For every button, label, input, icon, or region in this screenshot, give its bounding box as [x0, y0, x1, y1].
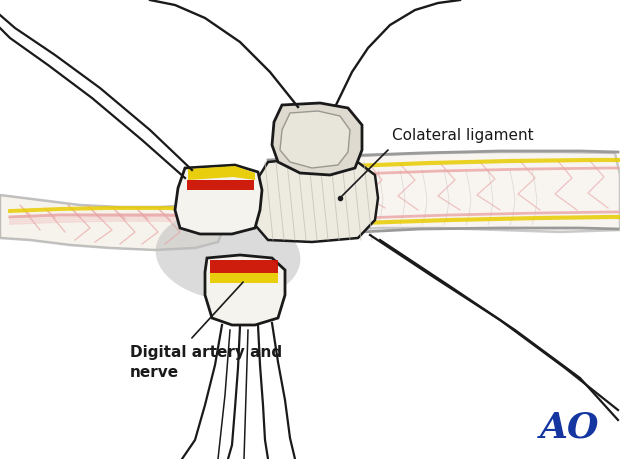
Polygon shape	[205, 255, 285, 325]
Text: Digital artery and
nerve: Digital artery and nerve	[130, 345, 282, 380]
Polygon shape	[175, 165, 262, 234]
Polygon shape	[0, 195, 225, 250]
Polygon shape	[187, 180, 254, 190]
Polygon shape	[210, 260, 278, 273]
Text: AO: AO	[540, 411, 600, 445]
Text: Colateral ligament: Colateral ligament	[392, 128, 534, 143]
Polygon shape	[265, 152, 620, 238]
Ellipse shape	[156, 210, 300, 300]
Polygon shape	[210, 273, 278, 283]
Polygon shape	[188, 166, 255, 180]
Polygon shape	[272, 103, 362, 175]
Polygon shape	[255, 158, 378, 242]
Polygon shape	[280, 111, 350, 168]
